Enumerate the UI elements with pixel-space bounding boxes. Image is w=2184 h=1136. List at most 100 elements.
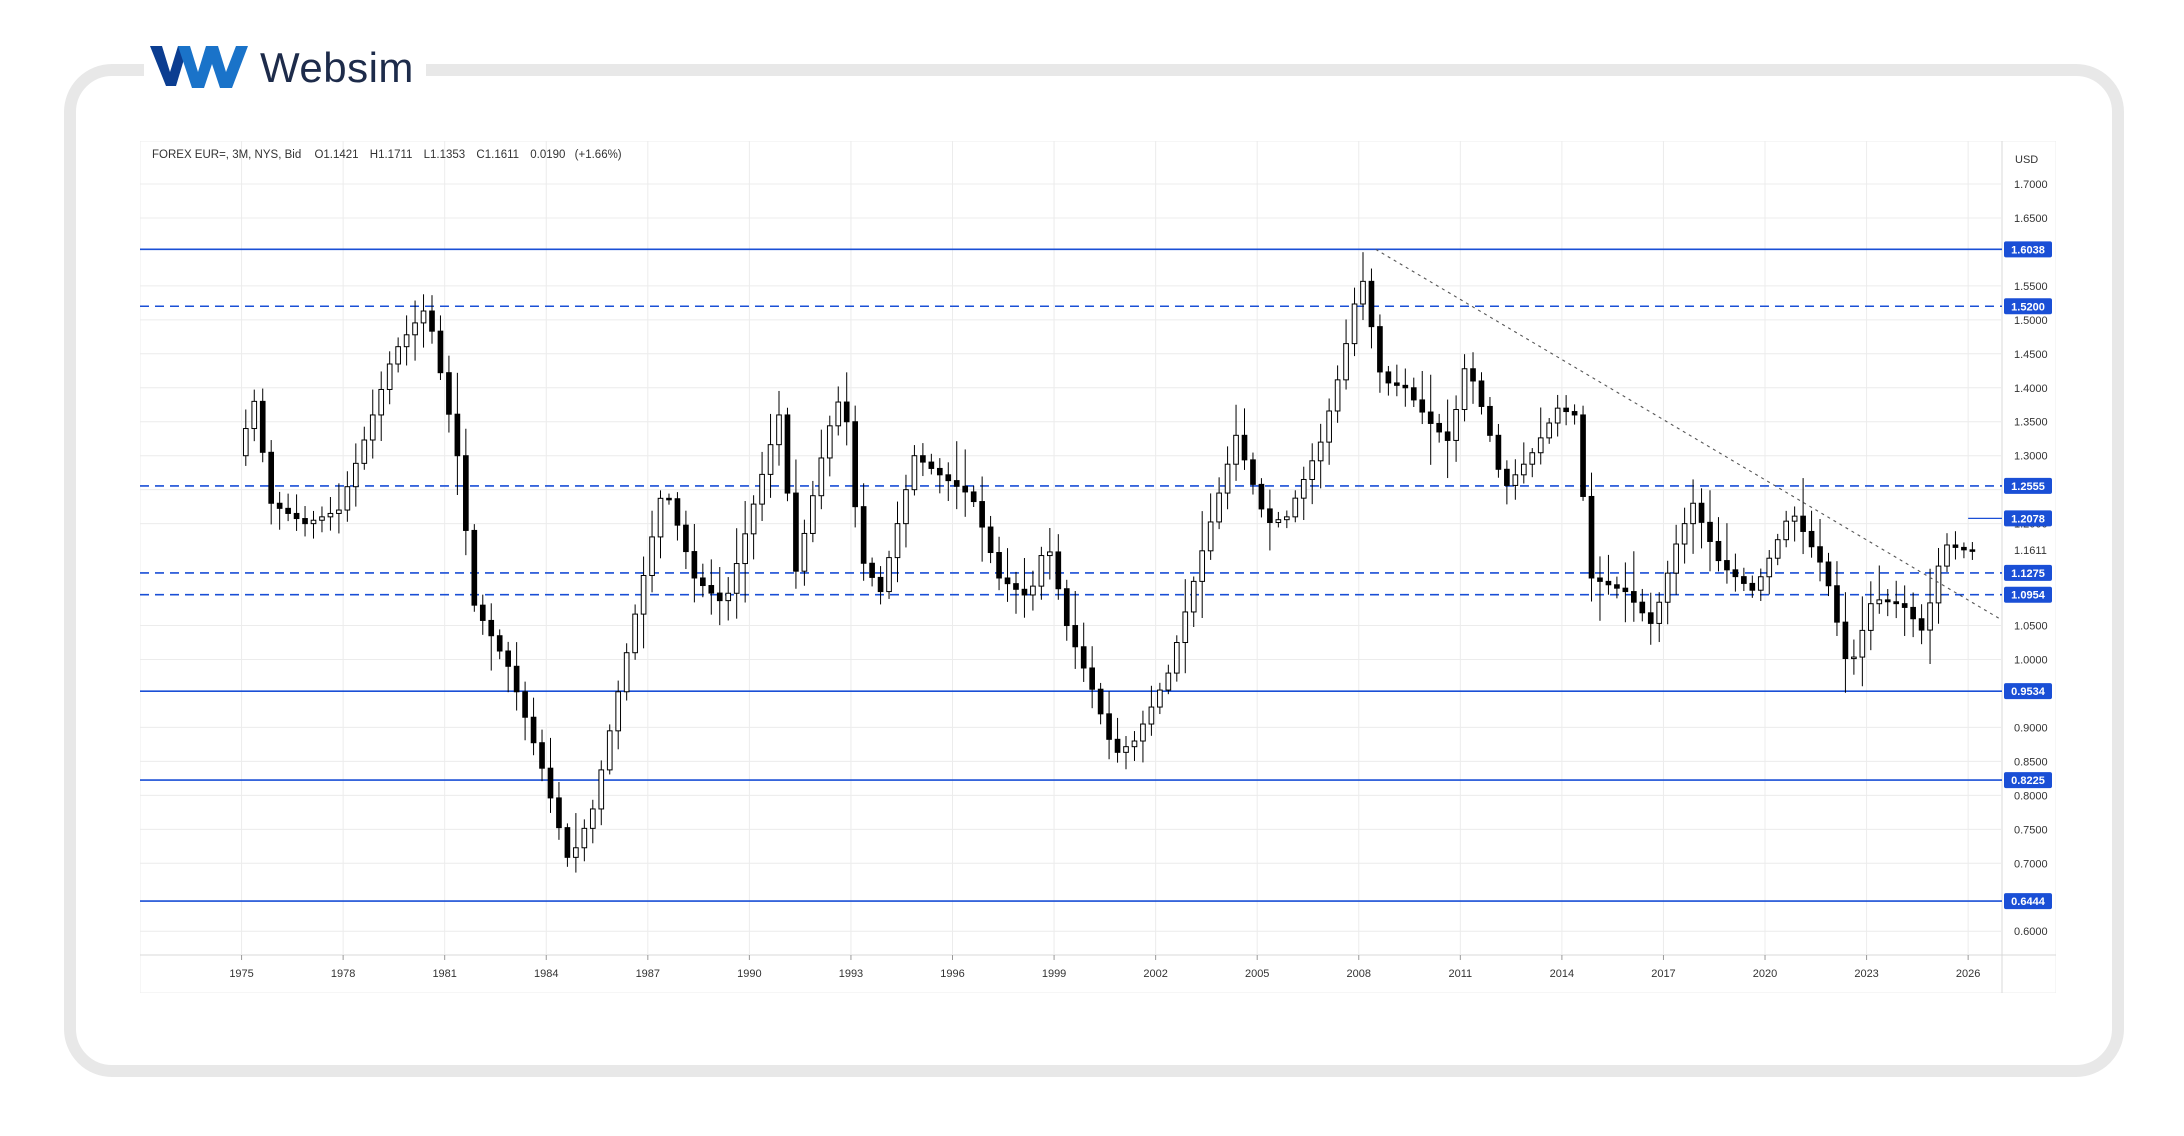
- level-label: 0.8225: [2011, 775, 2045, 787]
- candle-down: [1605, 580, 1612, 586]
- candle-up: [319, 516, 325, 521]
- currency-label: USD: [2015, 154, 2038, 166]
- candle-down: [691, 551, 698, 579]
- candle-up: [810, 495, 816, 534]
- grid-lines: [140, 141, 2002, 955]
- candle-up: [1343, 343, 1349, 381]
- candle-down: [1884, 599, 1891, 603]
- candle-up: [725, 592, 732, 602]
- candle-down: [1427, 411, 1434, 424]
- candle-down: [1410, 387, 1417, 401]
- candle-down: [1021, 588, 1028, 596]
- x-tick-label: 2017: [1651, 968, 1675, 980]
- candle-down: [1631, 591, 1637, 603]
- candle-down: [852, 421, 859, 508]
- candle-down: [1013, 583, 1019, 590]
- candle-up: [1182, 611, 1189, 644]
- candle-down: [1250, 459, 1256, 485]
- candle-up: [1360, 280, 1366, 305]
- candle-up: [242, 428, 249, 457]
- y-tick-label: 0.8500: [2014, 756, 2048, 768]
- candle-down: [488, 619, 495, 637]
- x-tick-label: 1975: [229, 968, 253, 980]
- candle-up: [733, 563, 740, 594]
- candle-up: [1292, 497, 1299, 518]
- candle-down: [1563, 407, 1569, 413]
- level-label-bg: [2004, 241, 2052, 258]
- candle-up: [903, 489, 909, 525]
- candle-down: [708, 585, 715, 594]
- candle-down: [1715, 540, 1722, 562]
- x-tick-label: 1987: [636, 968, 660, 980]
- candle-up: [1047, 551, 1053, 557]
- candle-up: [750, 503, 757, 535]
- candle-down: [1834, 585, 1840, 623]
- level-label: 1.5200: [2011, 301, 2045, 313]
- w-logo-icon: [150, 46, 248, 88]
- y-tick-label: 0.9000: [2014, 722, 2048, 734]
- candle-down: [1842, 621, 1849, 660]
- candle-up: [1774, 539, 1781, 559]
- x-tick-label: 1990: [737, 968, 761, 980]
- level-label-bg: [2004, 477, 2052, 494]
- candle-up: [1334, 379, 1341, 412]
- candle-down: [1436, 422, 1442, 433]
- candle-up: [632, 613, 638, 654]
- candle-down: [463, 455, 469, 531]
- chart-title: FOREX EUR=, 3M, NYS, Bid: [152, 149, 301, 161]
- candle-up: [361, 439, 368, 464]
- candle-down: [1470, 368, 1476, 382]
- candle-up: [615, 691, 622, 732]
- candle-down: [784, 414, 791, 494]
- price-marker-bg: [2004, 510, 2052, 527]
- candle-down: [1377, 326, 1383, 373]
- candle-down: [1072, 625, 1079, 648]
- candle-down: [1724, 560, 1730, 571]
- candle-down: [539, 742, 545, 769]
- candle-down: [1444, 431, 1451, 441]
- candle-down: [1597, 577, 1603, 582]
- candle-up: [640, 575, 647, 615]
- candle-down: [987, 526, 994, 554]
- candle-up: [606, 730, 613, 771]
- candle-up: [1546, 422, 1553, 439]
- level-label-bg: [2004, 893, 2052, 910]
- y-tick-label: 1.0000: [2014, 655, 2048, 667]
- level-label: 1.0954: [2011, 590, 2046, 602]
- candle-up: [835, 401, 842, 427]
- candle-down: [285, 507, 291, 514]
- candle-up: [1537, 437, 1544, 454]
- candle-up: [1453, 409, 1459, 441]
- candle-down: [496, 635, 503, 652]
- candle-down: [1478, 380, 1485, 407]
- x-tick-label: 2011: [1448, 968, 1472, 980]
- candle-up: [649, 536, 655, 577]
- candle-down: [1961, 546, 1967, 551]
- candle-up: [420, 310, 427, 324]
- y-tick-label: 1.1611: [2014, 545, 2047, 557]
- candle-up: [1664, 572, 1671, 603]
- candle-up: [1030, 585, 1036, 596]
- x-tick-label: 1981: [432, 968, 456, 980]
- candle-down: [479, 604, 486, 621]
- candle-up: [386, 363, 393, 390]
- candle-up: [1461, 368, 1468, 411]
- candle-up: [1944, 544, 1950, 567]
- candle-up: [759, 473, 765, 505]
- time-axis[interactable]: 1975 1978 1981 1984 1987 1990 1993 1996 1999 2002…: [229, 955, 1980, 980]
- candle-down: [1258, 483, 1265, 510]
- candle-down: [1918, 618, 1925, 631]
- candle-down: [1385, 371, 1392, 384]
- candle-down: [1698, 502, 1705, 523]
- x-tick-label: 1999: [1042, 968, 1066, 980]
- candle-up: [818, 457, 825, 497]
- candle-up: [1190, 580, 1197, 613]
- trendline-dotted: [1375, 248, 2003, 621]
- candle-up: [336, 509, 342, 514]
- candle-up: [1520, 463, 1527, 476]
- candle-up: [1233, 434, 1239, 465]
- candle-up: [395, 346, 401, 365]
- price-axis[interactable]: 1.7000 1.6500 1.5500 1.5000 1.4500 1.4000 1.35…: [2004, 179, 2052, 938]
- candle-up: [886, 557, 892, 593]
- candle-up: [1690, 502, 1696, 525]
